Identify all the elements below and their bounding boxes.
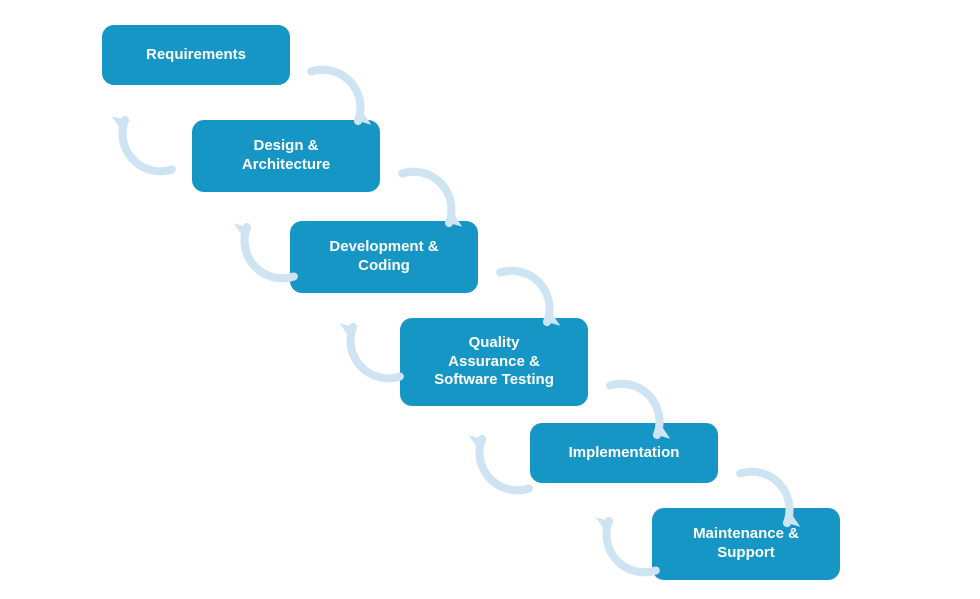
sdlc-flowchart: Requirements Design &Architecture Developm… [0, 0, 980, 599]
node-label: Implementation [569, 444, 680, 463]
node-requirements: Requirements [102, 25, 290, 85]
node-label: Maintenance &Support [693, 525, 799, 563]
node-implementation: Implementation [530, 423, 718, 483]
node-label: QualityAssurance &Software Testing [434, 334, 554, 390]
back-arrow-icon [98, 93, 188, 183]
node-qa: QualityAssurance &Software Testing [400, 318, 588, 406]
node-maintenance: Maintenance &Support [652, 508, 840, 580]
back-arrow-design-to-requirements [98, 93, 188, 188]
node-label: Design &Architecture [242, 137, 330, 175]
node-design: Design &Architecture [192, 120, 380, 192]
node-development: Development &Coding [290, 221, 478, 293]
node-label: Development &Coding [329, 238, 438, 276]
node-label: Requirements [146, 46, 246, 65]
